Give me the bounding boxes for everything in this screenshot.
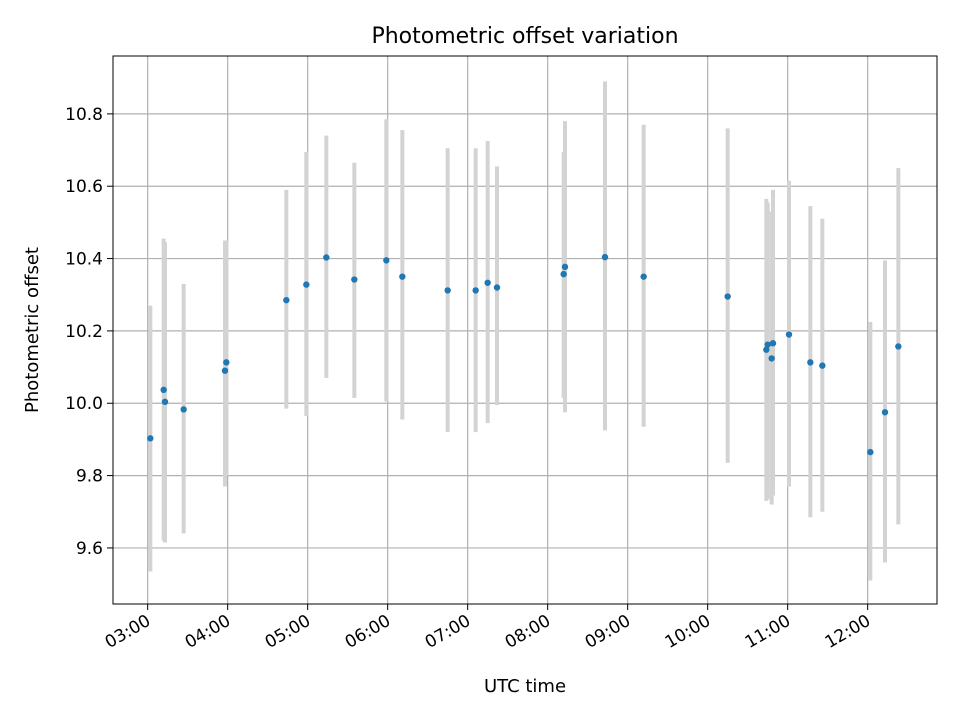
data-point: [493, 284, 501, 291]
data-point: [160, 386, 167, 394]
y-tick-label: 10.8: [65, 105, 103, 125]
y-tick-label: 10.4: [65, 250, 103, 270]
data-point: [640, 273, 647, 280]
y-axis-ticks: 9.6 9.8 10.0 10.2 10.4 10.6 10.8: [65, 105, 113, 559]
plot-frame: [112, 55, 938, 605]
data-point: [161, 398, 169, 406]
y-tick-label: 10.0: [65, 394, 103, 414]
data-point: [147, 435, 154, 442]
data-point: [221, 367, 229, 374]
data-point: [785, 331, 793, 338]
data-point: [323, 254, 330, 261]
data-point: [895, 343, 902, 350]
data-point: [180, 406, 187, 413]
data-point: [768, 355, 775, 362]
data-point: [283, 296, 290, 304]
y-tick-label: 10.2: [65, 322, 103, 342]
data-point: [764, 341, 771, 348]
data-point: [561, 263, 569, 271]
data-point: [763, 346, 770, 353]
data-points: [147, 253, 902, 456]
grid: [113, 56, 937, 604]
data-point: [724, 293, 731, 300]
y-tick-label: 9.6: [76, 539, 103, 559]
data-point: [881, 409, 889, 416]
data-point: [560, 270, 567, 278]
chart-title: Photometric offset variation: [371, 24, 678, 49]
data-point: [484, 279, 491, 286]
data-point: [351, 276, 358, 283]
data-point: [444, 287, 451, 294]
data-point: [223, 359, 230, 366]
data-point: [472, 287, 479, 294]
data-point: [601, 253, 609, 261]
data-point: [769, 340, 777, 347]
data-point: [807, 359, 814, 366]
data-point: [819, 362, 826, 369]
y-tick-label: 9.8: [76, 467, 103, 487]
y-tick-label: 10.6: [65, 177, 103, 197]
y-axis-label: Photometric offset: [22, 247, 43, 413]
x-axis-label: UTC time: [484, 676, 566, 697]
data-point: [399, 273, 406, 280]
data-point: [303, 281, 310, 288]
data-point: [383, 257, 390, 264]
data-point: [867, 448, 874, 456]
